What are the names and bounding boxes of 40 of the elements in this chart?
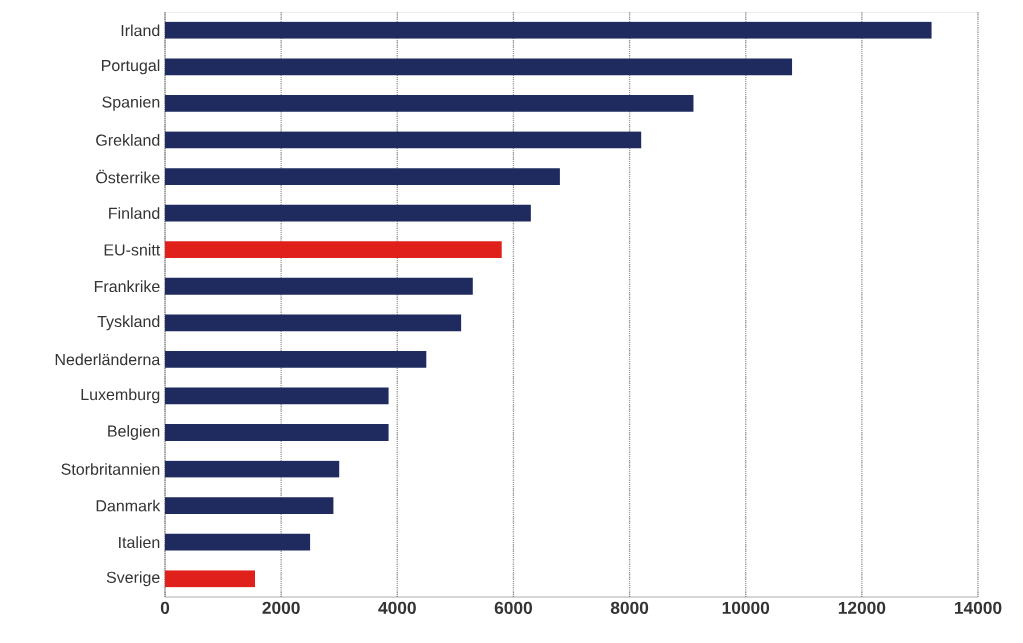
x-tick-label: 2000 xyxy=(262,601,300,614)
x-tick-label: 0 xyxy=(160,601,170,614)
bar xyxy=(165,497,334,515)
y-tick-label: EU-snitt xyxy=(104,243,161,256)
y-tick-label: Finland xyxy=(109,207,160,219)
bar xyxy=(165,204,531,222)
y-tick-label: Frankrike xyxy=(94,280,160,293)
y-tick-label: Sverige xyxy=(106,571,160,587)
y-tick-label: Nederländerna xyxy=(55,353,161,366)
y-tick-label: Grekland xyxy=(96,134,160,146)
bar xyxy=(165,277,473,295)
bar xyxy=(165,131,642,149)
bar xyxy=(165,58,793,76)
bar xyxy=(165,21,932,39)
bar xyxy=(165,460,340,478)
y-tick-label: Portugal xyxy=(102,59,160,75)
x-tick-label: 12000 xyxy=(838,601,886,614)
y-tick-label: Tyskland xyxy=(97,315,160,331)
y-tick-label: Österrike xyxy=(96,169,160,184)
x-tick-label: 4000 xyxy=(378,601,416,614)
y-tick-label: Irland xyxy=(121,24,160,37)
bar xyxy=(165,241,502,259)
x-tick-label: 10000 xyxy=(722,601,770,614)
y-tick-label: Spanien xyxy=(102,95,160,111)
y-tick-label: Danmark xyxy=(96,499,161,512)
x-tick-label: 8000 xyxy=(610,601,649,614)
bar xyxy=(165,387,389,405)
x-tick-label: 14000 xyxy=(955,601,1002,614)
y-tick-label: Luxemburg xyxy=(81,388,160,404)
bar xyxy=(165,424,389,441)
bar xyxy=(165,168,560,185)
y-tick-label: Italien xyxy=(119,536,160,549)
bar xyxy=(165,570,256,588)
bar xyxy=(165,350,427,368)
y-tick-label: Storbritannien xyxy=(61,463,160,475)
y-tick-label: Belgien xyxy=(108,425,160,440)
x-tick-label: 6000 xyxy=(494,601,532,614)
bar xyxy=(165,314,462,332)
bar xyxy=(165,533,311,551)
bar xyxy=(165,95,694,112)
